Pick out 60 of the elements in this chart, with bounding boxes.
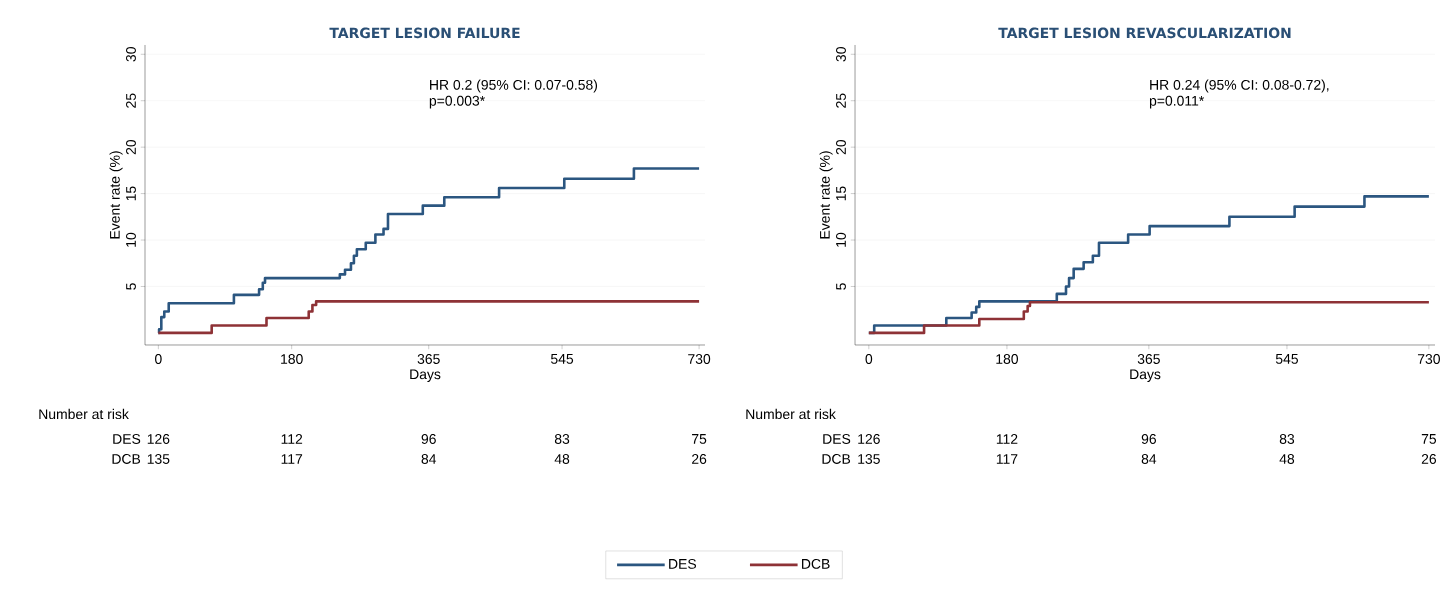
y-axis-title: Event rate (%) (109, 151, 123, 239)
x-tick-label: 545 (550, 354, 574, 364)
text: DCB (112, 454, 141, 464)
text: 84 (421, 454, 437, 464)
chart-title: TARGET LESION FAILURE (329, 27, 520, 39)
y-tick-label: 10 (836, 232, 846, 247)
text: 96 (1141, 434, 1156, 444)
x-tick-label: 180 (996, 354, 1019, 364)
annotation: p=0.011* (1149, 95, 1205, 109)
text: 112 (996, 434, 1018, 444)
text: 75 (1421, 434, 1437, 444)
text: 26 (692, 454, 707, 464)
text: 126 (858, 434, 880, 444)
text: 117 (281, 454, 303, 464)
text: Number at risk (746, 408, 836, 420)
x-tick-label: 0 (865, 354, 873, 364)
annotation: p=0.003* (429, 95, 485, 109)
text: 84 (1141, 454, 1157, 464)
x-tick-label: 545 (1275, 354, 1298, 364)
text: 112 (281, 434, 303, 444)
chart-title: TARGET LESION REVASCULARIZATION (998, 27, 1291, 39)
legend-label: DCB (802, 558, 830, 569)
y-tick-label: 30 (126, 47, 136, 62)
text: 126 (147, 434, 170, 444)
x-tick-label: 180 (281, 354, 303, 364)
text: 26 (1421, 454, 1437, 464)
x-tick-label: 365 (417, 354, 440, 364)
x-tick-label: 730 (1417, 354, 1440, 364)
text: 83 (554, 434, 570, 444)
y-tick-label: 15 (836, 186, 846, 201)
x-axis-title: Days (410, 369, 441, 382)
x-tick-label: 0 (155, 354, 162, 364)
legend-label: DES (669, 558, 697, 569)
y-tick-label: 5 (836, 283, 846, 290)
y-tick-label: 5 (126, 283, 136, 290)
y-tick-label: 30 (836, 47, 846, 62)
text: 117 (996, 454, 1018, 464)
text: Number at risk (39, 408, 129, 420)
x-tick-label: 730 (688, 354, 711, 364)
text: 83 (1279, 434, 1295, 444)
y-tick-label: 25 (126, 93, 136, 108)
text: 135 (147, 454, 170, 464)
y-axis-title: Event rate (%) (819, 151, 833, 239)
annotation: HR 0.24 (95% CI: 0.08-0.72), (1150, 79, 1329, 93)
x-axis-title: Days (1130, 369, 1161, 382)
text: 48 (1279, 454, 1295, 464)
text: 48 (554, 454, 570, 464)
y-tick-label: 10 (126, 232, 136, 247)
y-tick-label: 20 (126, 139, 136, 155)
text: DCB (822, 454, 851, 464)
annotation: HR 0.2 (95% CI: 0.07-0.58) (430, 79, 598, 93)
y-tick-label: 20 (836, 139, 846, 155)
text: 96 (421, 434, 436, 444)
y-tick-label: 15 (126, 186, 136, 201)
y-tick-label: 25 (836, 93, 846, 108)
text: DES (113, 434, 141, 444)
text: DES (823, 434, 851, 444)
text: 75 (692, 434, 707, 444)
x-tick-label: 365 (1137, 354, 1160, 364)
text: 135 (858, 454, 880, 464)
